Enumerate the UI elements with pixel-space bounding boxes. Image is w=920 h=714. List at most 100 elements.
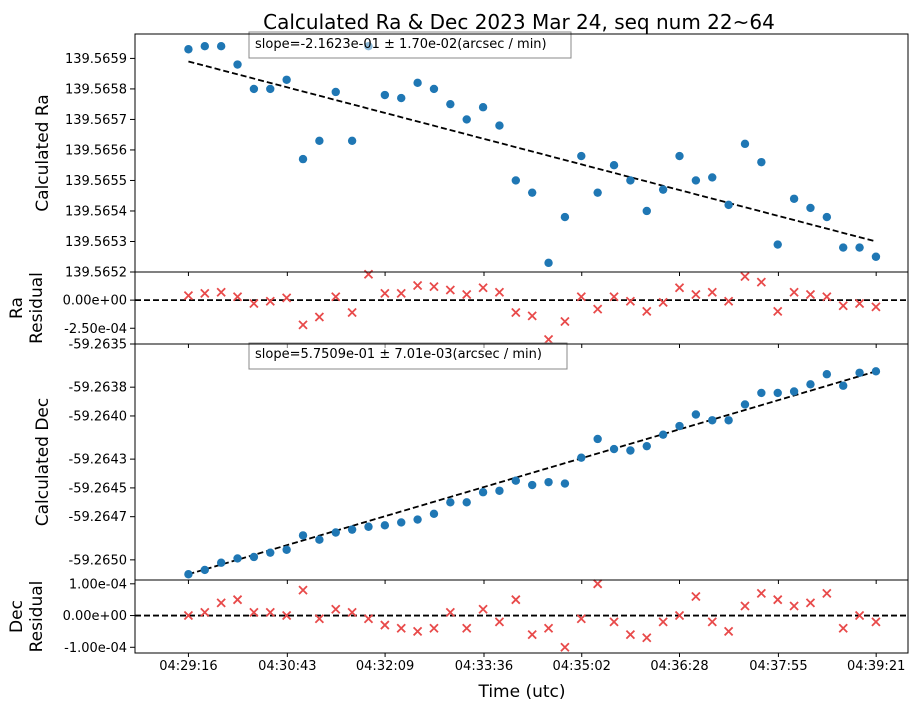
- ra_resid-residual-point: [822, 292, 832, 302]
- ra_resid-residual-point: [543, 334, 554, 345]
- dec-panel-frame: [134, 343, 909, 581]
- ra_resid-residual-point: [642, 306, 652, 317]
- ra_resid-residual-point: [576, 292, 586, 302]
- ra_resid-residual-point: [707, 287, 717, 297]
- dec_resid-residual-point: [282, 610, 292, 621]
- dec_resid-residual-point: [462, 623, 472, 633]
- ra-fit-line: [188, 60, 877, 243]
- dec_resid-residual-point: [593, 579, 603, 589]
- dec_resid-residual-point: [740, 601, 750, 611]
- ra_resid-residual-point: [314, 312, 325, 322]
- ra_resid-residual-point: [249, 298, 259, 309]
- x-tick-label: 04:29:16: [159, 659, 217, 674]
- dec-data-point: [200, 565, 209, 575]
- ra-y-tick-label: 139.5654: [65, 204, 127, 219]
- dec-data-point: [609, 444, 619, 454]
- dec-data-point: [249, 552, 259, 562]
- ra_resid-y-axis-label-line: Ra: [7, 297, 27, 319]
- ra_resid-residual-point: [593, 304, 603, 314]
- dec-data-point: [839, 381, 848, 390]
- dec-y-tick-label: -59.2645: [69, 481, 127, 496]
- dec-data-point: [495, 486, 504, 495]
- dec_resid-residual-point: [707, 617, 717, 627]
- dec-data-point: [462, 498, 471, 507]
- dec_resid-residual-point: [625, 629, 636, 640]
- dec_resid-residual-point: [642, 633, 652, 643]
- dec_resid-residual-point: [445, 607, 455, 618]
- dec-data-point: [871, 367, 881, 376]
- dec_resid-residual-point: [478, 604, 488, 614]
- ra_resid-residual-point: [854, 298, 865, 309]
- dec-data-point: [577, 453, 586, 462]
- dec-data-point: [593, 434, 602, 444]
- dec_resid-residual-point: [232, 595, 243, 605]
- dec-data-point: [855, 368, 864, 377]
- dec_resid-residual-point: [412, 626, 423, 637]
- ra_resid-residual-point: [789, 287, 799, 297]
- dec-data-point: [364, 522, 373, 531]
- dec-data-point: [544, 477, 553, 487]
- dec_resid-residual-point: [249, 607, 259, 618]
- dec_resid-y-axis-label-line: Residual: [27, 581, 47, 653]
- ra-y-tick-label: 139.5653: [65, 235, 127, 250]
- ra-y-tick-label: 139.5658: [65, 82, 127, 97]
- ra-data-point: [216, 42, 226, 51]
- dec-data-point: [642, 441, 651, 451]
- dec_resid-residual-point: [314, 614, 325, 624]
- dec-y-axis-label: Calculated Dec: [33, 398, 53, 527]
- ra_resid-residual-point: [380, 288, 390, 299]
- dec-data-point: [380, 521, 390, 530]
- ra_resid-residual-point: [363, 269, 374, 279]
- ra-data-point: [331, 87, 340, 97]
- dec-y-tick-label: -59.2635: [69, 338, 127, 353]
- dec_resid-residual-point: [298, 585, 308, 595]
- ra-data-point: [233, 60, 242, 69]
- x-tick-label: 04:30:43: [258, 659, 316, 674]
- dec_resid-residual-point: [331, 604, 341, 614]
- ra_resid-residual-point: [265, 296, 275, 306]
- ra-data-point: [380, 90, 390, 100]
- ra-data-point: [658, 185, 668, 194]
- ra_resid-residual-point: [609, 292, 619, 302]
- ra-data-point: [495, 121, 504, 130]
- ra-data-point: [609, 161, 619, 170]
- ra_resid-residual-point: [396, 288, 406, 299]
- ra-data-point: [315, 136, 324, 145]
- dec-data-point: [691, 410, 701, 419]
- ra-data-point: [446, 99, 455, 109]
- ra_resid-residual-point: [838, 301, 848, 311]
- ra_resid-residual-point: [805, 289, 816, 300]
- chart-title: Calculated Ra & Dec 2023 Mar 24, seq num…: [263, 10, 775, 34]
- dec_resid-residual-point: [838, 623, 848, 633]
- dec-data-point: [724, 416, 733, 425]
- dec-data-point: [708, 416, 717, 425]
- ra-data-point: [560, 212, 570, 222]
- dec-data-point: [822, 370, 832, 379]
- dec_resid-residual-point: [265, 607, 275, 618]
- dec-slope-annotation: slope=5.7509e-01 ± 7.01e-03(arcsec / min…: [255, 347, 542, 362]
- ra-data-point: [249, 84, 259, 94]
- dec-data-point: [429, 509, 439, 519]
- dec_resid-residual-point: [216, 598, 226, 608]
- ra-data-point: [789, 194, 799, 203]
- dec-data-point: [478, 488, 488, 497]
- x-tick-label: 04:39:21: [847, 659, 905, 674]
- ra_resid-residual-point: [773, 306, 783, 317]
- dec-data-point: [413, 515, 422, 524]
- ra-data-point: [855, 243, 864, 252]
- dec_resid-residual-point: [363, 614, 374, 624]
- ra-data-point: [544, 258, 553, 268]
- dec-data-point: [282, 545, 291, 554]
- ra-data-point: [511, 176, 521, 185]
- ra-data-point: [429, 84, 439, 94]
- dec-data-point: [298, 531, 308, 540]
- ra-data-point: [298, 154, 308, 164]
- dec_resid-residual-point: [789, 601, 799, 611]
- dec_resid-residual-point: [576, 614, 586, 624]
- dec_resid-residual-point: [871, 617, 881, 627]
- ra_resid-residual-point: [511, 307, 521, 318]
- dec_resid-residual-point: [396, 623, 406, 633]
- dec_resid-residual-point: [609, 617, 619, 627]
